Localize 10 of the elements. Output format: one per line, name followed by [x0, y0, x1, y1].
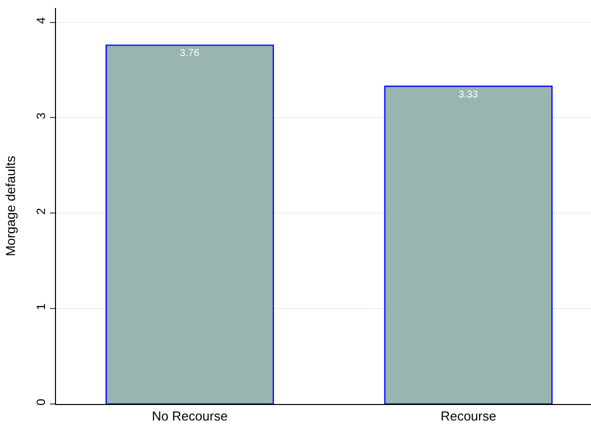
y-tick-label: 2	[34, 208, 48, 215]
data-label: 3.76	[180, 48, 200, 60]
x-tick-label: No Recourse	[152, 408, 228, 424]
y-tick-label: 0	[34, 398, 48, 406]
y-tick-label: 4	[34, 16, 48, 24]
data-label: 3.33	[458, 89, 478, 100]
y-tick-label: 3	[34, 112, 48, 120]
y-tick-label: 1	[34, 303, 48, 310]
x-tick-label: Recourse	[440, 408, 496, 424]
y-axis-title: Morgage defaults	[3, 155, 18, 256]
